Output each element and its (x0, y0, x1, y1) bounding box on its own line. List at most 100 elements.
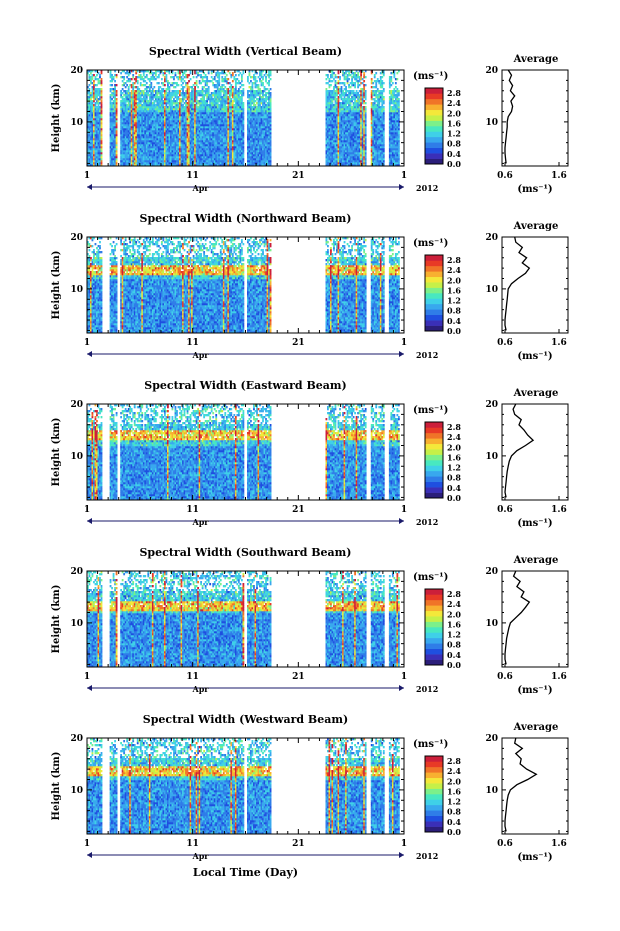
heatmap-cell (126, 84, 128, 86)
heatmap-cell (129, 80, 131, 82)
heatmap-cell (101, 142, 103, 144)
heatmap-cell (101, 138, 103, 140)
heatmap-cell (101, 146, 103, 148)
heatmap-cell (122, 92, 124, 94)
heatmap-cell (122, 80, 124, 82)
heatmap-cell (116, 146, 118, 148)
heatmap-cell (116, 74, 118, 76)
heatmap-cell (146, 74, 148, 76)
heatmap-cell (120, 90, 122, 92)
heatmap-cell (101, 154, 103, 156)
heatmap-cell (101, 82, 103, 84)
heatmap-cell (101, 124, 103, 126)
heatmap-cell (132, 76, 134, 78)
heatmap-cell (93, 86, 95, 88)
heatmap-cell (101, 118, 103, 120)
heatmap-cell (101, 150, 103, 152)
heatmap-cell (98, 100, 100, 102)
heatmap-cell (116, 116, 118, 118)
heatmap-cell (111, 84, 113, 86)
heatmap-cell (116, 132, 118, 134)
heatmap-cell (132, 88, 134, 90)
heatmap-cell (123, 76, 125, 78)
heatmap-cell (101, 144, 103, 146)
heatmap-cell (95, 104, 97, 106)
heatmap-cell (116, 130, 118, 132)
heatmap-cell (116, 92, 118, 94)
heatmap-cell (89, 84, 91, 86)
heatmap-cell (116, 112, 118, 114)
heatmap-cell (110, 100, 112, 102)
heatmap (87, 70, 400, 166)
heatmap-cell (92, 102, 94, 104)
heatmap-cell (125, 86, 127, 88)
heatmap-cell (150, 84, 152, 86)
heatmap-cell (93, 82, 95, 84)
heatmap-cell (141, 76, 143, 78)
heatmap-cell (137, 82, 139, 84)
figure: Spectral Width (Vertical Beam)1020Height… (0, 0, 620, 931)
heatmap-cell (101, 90, 103, 92)
heatmap-cell (125, 102, 127, 104)
heatmap-cell (101, 78, 103, 80)
heatmap-cell (116, 100, 118, 102)
panel-title: Spectral Width (Vertical Beam) (149, 45, 342, 58)
heatmap-cell (101, 110, 103, 112)
heatmap-cell (101, 122, 103, 124)
heatmap-cell (137, 86, 139, 88)
heatmap-cell (135, 78, 137, 80)
heatmap-cell (101, 134, 103, 136)
heatmap-cell (116, 150, 118, 152)
heatmap-cell (140, 74, 142, 76)
heatmap-cell (120, 72, 122, 74)
heatmap-cell (116, 158, 118, 160)
heatmap-cell (150, 100, 152, 102)
heatmap-cell (147, 92, 149, 94)
heatmap-cell (146, 88, 148, 90)
heatmap-cell (116, 126, 118, 128)
heatmap-cell (135, 100, 137, 102)
heatmap-cell (101, 112, 103, 114)
heatmap-cell (116, 162, 118, 164)
heatmap-cell (116, 102, 118, 104)
heatmap-cell (116, 152, 118, 154)
heatmap-cell (110, 96, 112, 98)
heatmap-cell (110, 90, 112, 92)
heatmap-cell (132, 74, 134, 76)
heatmap-cell (101, 88, 103, 90)
heatmap-cell (131, 78, 133, 80)
heatmap-cell (149, 88, 151, 90)
heatmap-cell (101, 80, 103, 82)
heatmap-cell (116, 156, 118, 158)
heatmap-cell (125, 82, 127, 84)
heatmap-cell (116, 148, 118, 150)
panel-1: Spectral Width (Vertical Beam)1020Height… (51, 45, 568, 195)
heatmap-cell (116, 138, 118, 140)
heatmap-cell (101, 148, 103, 150)
heatmap-cell (116, 122, 118, 124)
heatmap-cell (146, 82, 148, 84)
heatmap-cell (90, 98, 92, 100)
heatmap-cell (92, 78, 94, 80)
heatmap-cell (120, 94, 122, 96)
heatmap-cell (116, 136, 118, 138)
heatmap-cell (143, 72, 145, 74)
heatmap-cell (114, 80, 116, 82)
heatmap-cell (128, 88, 130, 90)
heatmap-cell (89, 88, 91, 90)
heatmap-cell (116, 98, 118, 100)
heatmap-cell (101, 108, 103, 110)
heatmap-cell (101, 106, 103, 108)
heatmap-cell (116, 124, 118, 126)
heatmap-cell (101, 158, 103, 160)
heatmap-cell (149, 80, 151, 82)
heatmap-cell (93, 100, 95, 102)
heatmap-cell (101, 96, 103, 98)
heatmap-cell (150, 82, 152, 84)
heatmap-cell (101, 132, 103, 134)
heatmap-cell (111, 80, 113, 82)
heatmap-cell (114, 96, 116, 98)
heatmap-cell (101, 136, 103, 138)
heatmap-cell (101, 140, 103, 142)
heatmap-cell (140, 102, 142, 104)
